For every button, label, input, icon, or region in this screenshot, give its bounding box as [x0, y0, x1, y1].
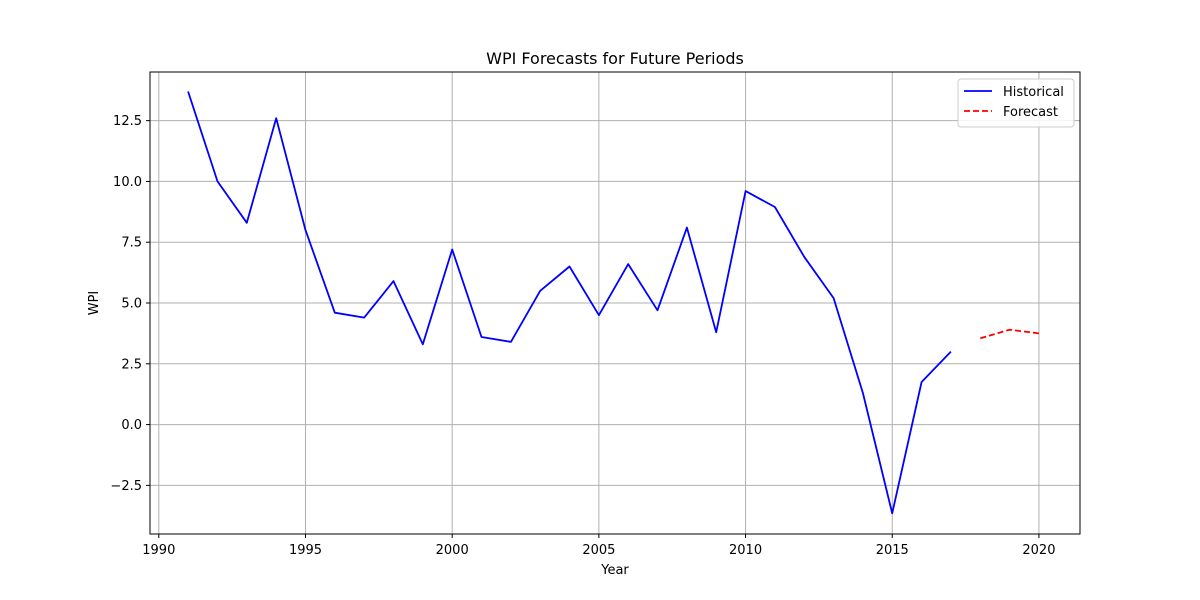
- x-tick-label: 2010: [729, 543, 762, 558]
- ticks: 1990 1995 2000 2005 2010 2015 2020 −2.5 0.0 2.5 5.…: [110, 114, 1055, 558]
- x-axis-label: Year: [600, 563, 629, 578]
- x-tick-label: 2020: [1022, 543, 1055, 558]
- y-tick-label: 7.5: [121, 236, 142, 251]
- y-tick-label: 0.0: [121, 418, 142, 433]
- series-layer: [187, 91, 1040, 515]
- chart-title: WPI Forecasts for Future Periods: [486, 49, 744, 68]
- x-tick-label: 1990: [142, 543, 175, 558]
- y-axis-label: WPI: [87, 291, 102, 316]
- y-tick-label: 5.0: [121, 297, 142, 312]
- legend: Historical Forecast: [957, 78, 1075, 128]
- x-tick-label: 2000: [436, 543, 469, 558]
- y-tick-label: −2.5: [110, 479, 142, 494]
- series-line-forecast: [980, 328, 1040, 340]
- x-tick-label: 2015: [876, 543, 909, 558]
- grid: [150, 72, 1080, 534]
- x-tick-label: 1995: [289, 543, 322, 558]
- series-line-historical: [187, 91, 952, 515]
- legend-label: Historical: [1003, 85, 1064, 100]
- legend-label: Forecast: [1003, 105, 1058, 120]
- y-tick-label: 12.5: [113, 114, 142, 129]
- y-tick-label: 2.5: [121, 357, 142, 372]
- x-tick-label: 2005: [582, 543, 615, 558]
- y-tick-label: 10.0: [113, 175, 142, 190]
